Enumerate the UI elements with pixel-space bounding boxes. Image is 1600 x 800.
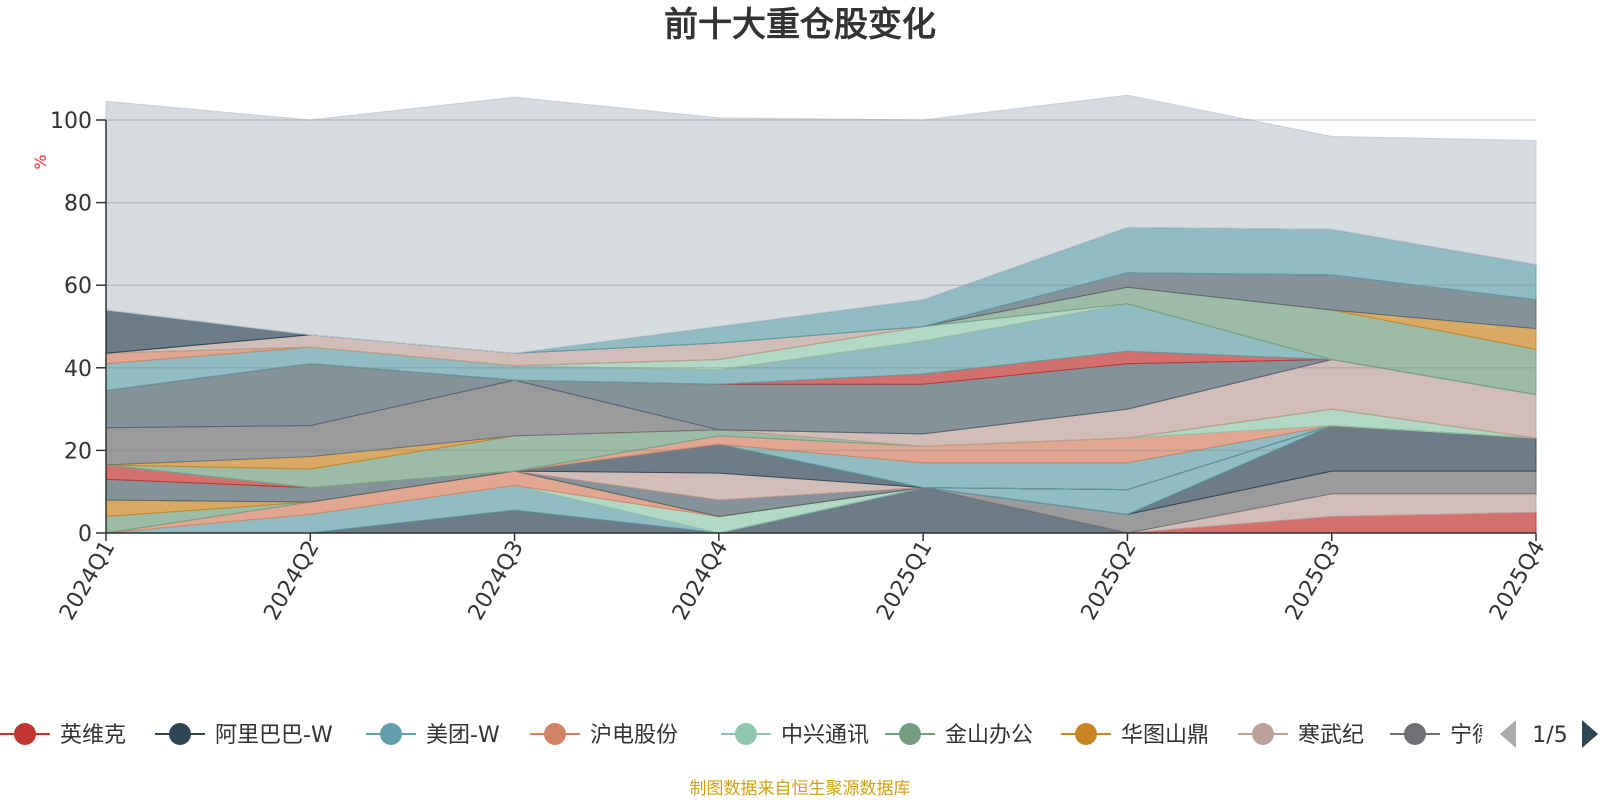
legend-label: 宁德时代 (1450, 723, 1538, 748)
y-tick-label: 80 (64, 192, 92, 217)
legend-label: 沪电股份 (590, 723, 678, 748)
y-tick-label: 40 (64, 357, 92, 382)
legend-marker (380, 723, 402, 745)
legend-label: 美团-W (426, 723, 500, 748)
legend-item[interactable]: 英维克 (0, 723, 126, 748)
y-tick-label: 60 (64, 274, 92, 299)
legend-next-icon[interactable] (1582, 720, 1598, 748)
legend-marker (899, 723, 921, 745)
legend-marker (14, 723, 36, 745)
legend-marker (1404, 723, 1426, 745)
legend-marker (544, 723, 566, 745)
x-tick-label: 2025Q1 (872, 537, 937, 625)
legend-item[interactable]: 阿里巴巴-W (155, 723, 333, 748)
legend-label: 寒武纪 (1298, 723, 1364, 748)
y-axis-unit: % (31, 154, 50, 169)
legend-label: 中兴通讯 (781, 723, 869, 748)
legend-label: 华图山鼎 (1121, 723, 1209, 748)
legend-page-indicator: 1/5 (1532, 723, 1567, 748)
x-tick-label: 2024Q1 (55, 537, 120, 625)
legend-label: 金山办公 (945, 723, 1033, 748)
legend-prev-icon[interactable] (1500, 720, 1516, 748)
legend-marker (1252, 723, 1274, 745)
y-tick-label: 0 (78, 522, 92, 547)
legend-item[interactable]: 寒武纪 (1238, 723, 1364, 748)
x-tick-label: 2025Q2 (1077, 537, 1142, 625)
x-tick-label: 2024Q3 (464, 537, 529, 625)
grid-lines (106, 119, 1536, 534)
chart-title: 前十大重仓股变化 (664, 5, 936, 45)
x-tick-label: 2025Q4 (1485, 537, 1550, 625)
area-series-32[interactable] (105, 94, 1537, 354)
legend-item[interactable]: 沪电股份 (530, 723, 678, 748)
legend-marker (169, 723, 191, 745)
area-series[interactable] (105, 94, 1537, 534)
x-tick-label: 2024Q4 (668, 537, 733, 625)
y-tick-label: 100 (50, 109, 92, 134)
legend-item[interactable]: 宁德时代 (1390, 723, 1538, 748)
legend-items[interactable]: 英维克 阿里巴巴-W 美团-W 沪电股份 中兴通讯 金山办公 华图山鼎 寒武纪 宁德时代 (0, 723, 1538, 748)
legend-item[interactable]: 中兴通讯 (721, 723, 869, 748)
legend-item[interactable]: 华图山鼎 (1061, 723, 1209, 748)
legend-marker (1075, 723, 1097, 745)
legend-label: 阿里巴巴-W (215, 723, 333, 748)
legend-label: 英维克 (60, 723, 126, 748)
x-tick-label: 2024Q2 (259, 537, 324, 625)
data-source-note: 制图数据来自恒生聚源数据库 (690, 779, 911, 799)
legend-item[interactable]: 金山办公 (885, 723, 1033, 748)
legend-marker (735, 723, 757, 745)
legend-item[interactable]: 美团-W (366, 723, 500, 748)
x-tick-label: 2025Q3 (1281, 537, 1346, 625)
y-tick-label: 20 (64, 439, 92, 464)
